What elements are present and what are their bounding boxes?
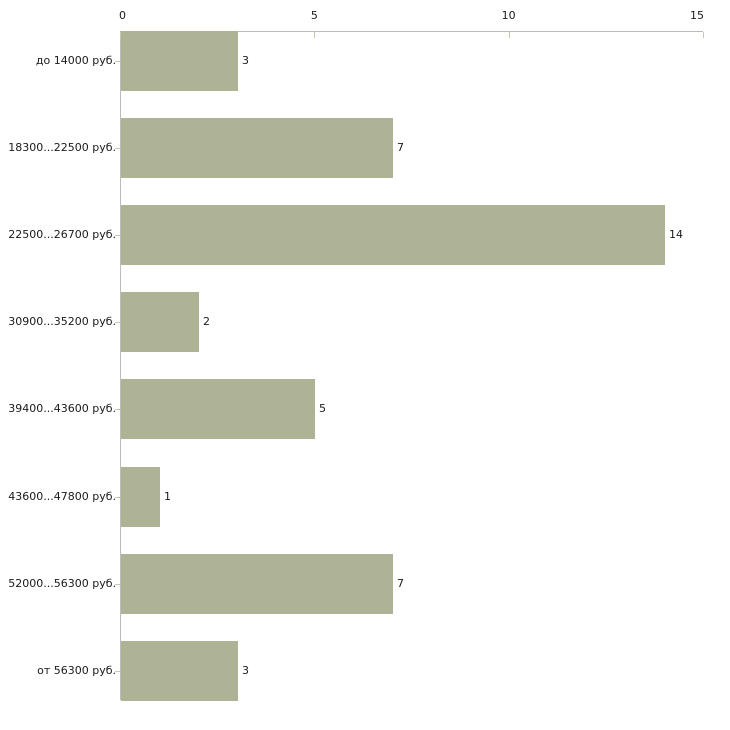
y-tick-label: 22500...26700 руб.	[8, 228, 116, 241]
x-tick-label: 10	[501, 9, 516, 22]
y-tick-label: 18300...22500 руб.	[8, 141, 116, 154]
x-axis-line	[120, 31, 703, 32]
y-tick-mark	[115, 235, 120, 236]
x-tick-mark	[508, 32, 510, 38]
x-tick-label: 0	[119, 9, 126, 22]
bar-value-label: 3	[242, 54, 249, 67]
y-tick-mark	[115, 409, 120, 410]
bar-value-label: 14	[669, 228, 683, 241]
y-tick-label: 43600...47800 руб.	[8, 490, 116, 503]
y-tick-mark	[115, 497, 120, 498]
y-tick-label: 30900...35200 руб.	[8, 315, 116, 328]
bar[interactable]	[121, 641, 238, 701]
y-tick-label: до 14000 руб.	[35, 54, 116, 67]
y-tick-mark	[115, 671, 120, 672]
bar-value-label: 1	[164, 490, 171, 503]
y-tick-mark	[115, 322, 120, 323]
bar[interactable]	[121, 379, 315, 439]
bar[interactable]	[121, 292, 199, 352]
bar-value-label: 2	[203, 315, 210, 328]
x-tick-mark	[703, 32, 704, 38]
bar-value-label: 7	[397, 577, 404, 590]
y-tick-mark	[115, 584, 120, 585]
bar[interactable]	[121, 554, 393, 614]
x-tick-mark	[314, 32, 316, 38]
bar-value-label: 3	[242, 664, 249, 677]
y-tick-mark	[115, 148, 120, 149]
y-tick-label: 52000...56300 руб.	[8, 577, 116, 590]
bar[interactable]	[121, 118, 393, 178]
x-tick-label: 5	[310, 9, 318, 22]
bar[interactable]	[121, 31, 238, 91]
y-tick-label: от 56300 руб.	[37, 664, 116, 677]
y-axis-line	[120, 31, 121, 700]
y-tick-mark	[115, 61, 120, 62]
bar[interactable]	[121, 467, 160, 527]
bar-value-label: 7	[397, 141, 404, 154]
y-tick-label: 39400...43600 руб.	[8, 402, 116, 415]
x-tick-label: 15	[690, 9, 704, 22]
bar[interactable]	[121, 205, 665, 265]
x-tick-mark	[120, 32, 121, 38]
bar-value-label: 5	[319, 402, 326, 415]
